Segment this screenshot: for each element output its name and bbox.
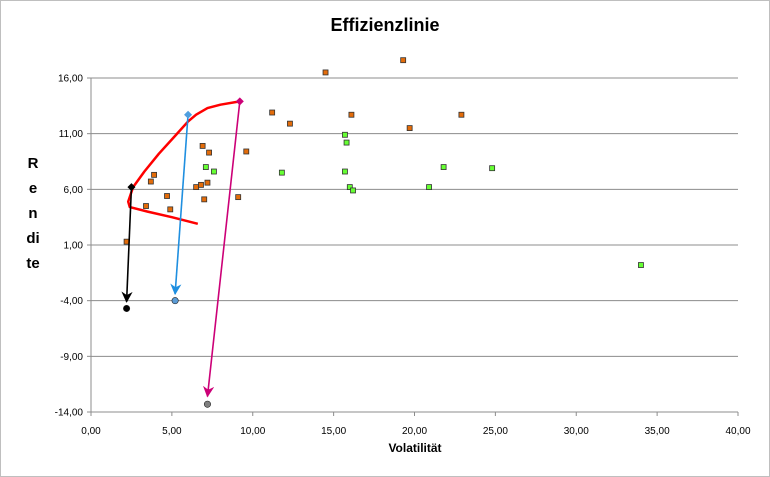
data-point xyxy=(278,169,285,176)
x-tick-label: 30,00 xyxy=(564,426,589,437)
projected-point xyxy=(171,297,179,305)
portfolio-marker xyxy=(127,183,136,192)
data-point xyxy=(204,179,211,186)
data-point xyxy=(211,168,217,175)
data-point xyxy=(147,178,154,185)
data-point xyxy=(343,139,350,146)
data-point xyxy=(426,184,432,191)
data-point xyxy=(151,171,157,178)
data-point xyxy=(243,148,250,155)
x-tick-label: 25,00 xyxy=(483,426,508,437)
data-point xyxy=(202,164,209,170)
x-tick-label: 0,00 xyxy=(81,426,101,437)
data-point xyxy=(350,187,356,194)
arrow xyxy=(121,187,133,303)
data-point xyxy=(346,184,353,191)
data-point xyxy=(638,262,644,268)
data-point xyxy=(198,181,204,188)
data-point xyxy=(287,120,293,127)
data-point xyxy=(201,196,208,203)
data-point xyxy=(458,111,465,118)
data-point xyxy=(342,131,348,138)
y-tick-label: 1,00 xyxy=(64,241,84,252)
data-point xyxy=(167,206,174,213)
x-tick-label: 10,00 xyxy=(240,426,265,437)
portfolio-marker xyxy=(235,97,244,106)
y-tick-label: 11,00 xyxy=(59,129,84,140)
data-point xyxy=(489,165,496,172)
y-tick-label: 16,00 xyxy=(58,74,83,85)
portfolio-marker xyxy=(184,110,193,119)
data-point xyxy=(206,149,212,156)
y-axis-label: Rendite xyxy=(26,155,40,272)
y-tick-label: -4,00 xyxy=(60,296,83,307)
projected-point xyxy=(123,304,131,312)
projected-point xyxy=(203,400,211,408)
arrow xyxy=(202,101,241,398)
x-tick-label: 15,00 xyxy=(321,426,346,437)
data-point xyxy=(235,194,242,201)
y-tick-label: 6,00 xyxy=(64,185,84,196)
data-point xyxy=(143,203,149,209)
data-point xyxy=(342,168,348,175)
data-point xyxy=(164,193,170,199)
efficiency-curve xyxy=(126,100,241,226)
x-tick-label: 35,00 xyxy=(645,426,670,437)
data-point xyxy=(193,184,200,191)
x-axis-label: Volatilität xyxy=(388,441,442,455)
data-point xyxy=(348,111,355,118)
y-tick-label: -14,00 xyxy=(55,408,84,419)
data-point xyxy=(400,57,407,64)
y-tick-label: -9,00 xyxy=(60,352,83,363)
data-point xyxy=(406,125,413,131)
arrow xyxy=(170,114,189,296)
data-point xyxy=(269,109,276,116)
x-tick-label: 5,00 xyxy=(162,426,182,437)
x-tick-label: 20,00 xyxy=(402,426,427,437)
data-point xyxy=(322,69,329,76)
data-point xyxy=(440,164,447,170)
chart-title: Effizienzlinie xyxy=(330,15,440,35)
data-point xyxy=(199,143,206,149)
x-tick-label: 40,00 xyxy=(725,426,750,437)
